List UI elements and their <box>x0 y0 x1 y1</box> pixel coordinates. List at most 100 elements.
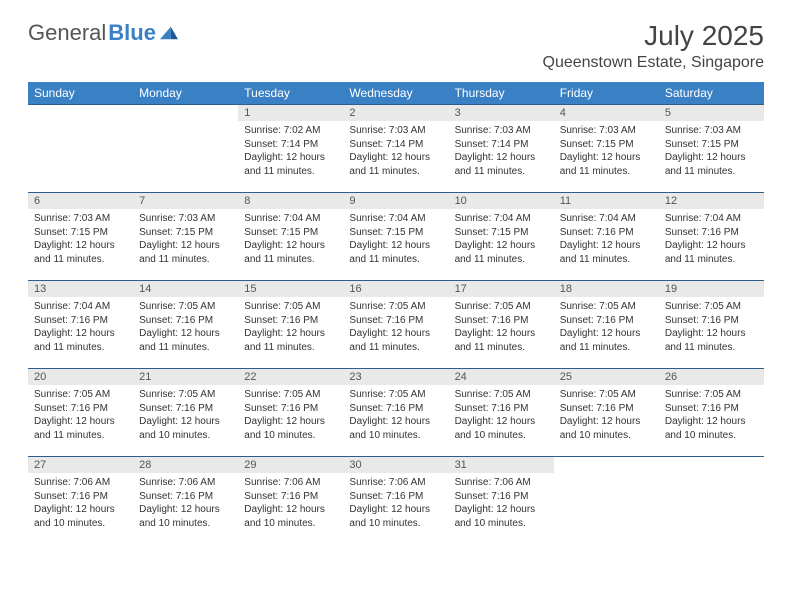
day-number: 17 <box>449 281 554 297</box>
sunset-text: Sunset: 7:16 PM <box>34 402 127 416</box>
sunrise-text: Sunrise: 7:05 AM <box>139 300 232 314</box>
sunrise-text: Sunrise: 7:06 AM <box>349 476 442 490</box>
day-number: 7 <box>133 193 238 209</box>
sunset-text: Sunset: 7:16 PM <box>244 490 337 504</box>
daylight-text: Daylight: 12 hours and 11 minutes. <box>244 151 337 178</box>
daylight-text: Daylight: 12 hours and 11 minutes. <box>665 239 758 266</box>
calendar-week-row: 27Sunrise: 7:06 AMSunset: 7:16 PMDayligh… <box>28 457 764 545</box>
day-details: Sunrise: 7:03 AMSunset: 7:15 PMDaylight:… <box>28 209 133 272</box>
day-details: Sunrise: 7:05 AMSunset: 7:16 PMDaylight:… <box>659 297 764 360</box>
sunset-text: Sunset: 7:14 PM <box>349 138 442 152</box>
sunrise-text: Sunrise: 7:03 AM <box>665 124 758 138</box>
day-details: Sunrise: 7:03 AMSunset: 7:15 PMDaylight:… <box>554 121 659 184</box>
day-details: Sunrise: 7:02 AMSunset: 7:14 PMDaylight:… <box>238 121 343 184</box>
daylight-text: Daylight: 12 hours and 10 minutes. <box>139 503 232 530</box>
calendar-cell: 1Sunrise: 7:02 AMSunset: 7:14 PMDaylight… <box>238 105 343 193</box>
sunset-text: Sunset: 7:16 PM <box>665 226 758 240</box>
calendar-cell: 25Sunrise: 7:05 AMSunset: 7:16 PMDayligh… <box>554 369 659 457</box>
calendar-cell: 12Sunrise: 7:04 AMSunset: 7:16 PMDayligh… <box>659 193 764 281</box>
day-number: 9 <box>343 193 448 209</box>
brand-triangle-icon <box>160 26 178 40</box>
sunset-text: Sunset: 7:16 PM <box>560 402 653 416</box>
sunset-text: Sunset: 7:14 PM <box>244 138 337 152</box>
calendar-cell: 16Sunrise: 7:05 AMSunset: 7:16 PMDayligh… <box>343 281 448 369</box>
calendar-week-row: 13Sunrise: 7:04 AMSunset: 7:16 PMDayligh… <box>28 281 764 369</box>
sunrise-text: Sunrise: 7:05 AM <box>139 388 232 402</box>
daylight-text: Daylight: 12 hours and 11 minutes. <box>34 239 127 266</box>
sunset-text: Sunset: 7:16 PM <box>455 402 548 416</box>
brand-part1: General <box>28 20 106 46</box>
sunset-text: Sunset: 7:16 PM <box>139 490 232 504</box>
day-details: Sunrise: 7:03 AMSunset: 7:15 PMDaylight:… <box>133 209 238 272</box>
location-label: Queenstown Estate, Singapore <box>543 54 764 72</box>
day-details: Sunrise: 7:03 AMSunset: 7:15 PMDaylight:… <box>659 121 764 184</box>
day-number: 26 <box>659 369 764 385</box>
sunset-text: Sunset: 7:15 PM <box>349 226 442 240</box>
calendar-cell: 15 Sunrise: 7:05 AMSunset: 7:16 PMDayligh… <box>238 281 343 369</box>
day-details: Sunrise: 7:06 AMSunset: 7:16 PMDaylight:… <box>238 473 343 536</box>
calendar-cell: 27Sunrise: 7:06 AMSunset: 7:16 PMDayligh… <box>28 457 133 545</box>
day-number: 20 <box>28 369 133 385</box>
sunset-text: Sunset: 7:16 PM <box>244 314 337 328</box>
sunrise-text: Sunrise: 7:04 AM <box>349 212 442 226</box>
day-number: 15 <box>238 281 343 297</box>
sunset-text: Sunset: 7:16 PM <box>560 314 653 328</box>
daylight-text: Daylight: 12 hours and 10 minutes. <box>244 503 337 530</box>
sunset-text: Sunset: 7:16 PM <box>665 314 758 328</box>
day-number: 28 <box>133 457 238 473</box>
sunrise-text: Sunrise: 7:05 AM <box>665 388 758 402</box>
calendar-cell: 24Sunrise: 7:05 AMSunset: 7:16 PMDayligh… <box>449 369 554 457</box>
sunset-text: Sunset: 7:16 PM <box>139 402 232 416</box>
day-details: Sunrise: 7:05 AMSunset: 7:16 PMDaylight:… <box>554 297 659 360</box>
daylight-text: Daylight: 12 hours and 10 minutes. <box>665 415 758 442</box>
calendar-cell: 30Sunrise: 7:06 AMSunset: 7:16 PMDayligh… <box>343 457 448 545</box>
sunrise-text: Sunrise: 7:04 AM <box>560 212 653 226</box>
month-title: July 2025 <box>543 20 764 52</box>
day-details: Sunrise: 7:04 AMSunset: 7:15 PMDaylight:… <box>449 209 554 272</box>
day-of-week-header: Saturday <box>659 82 764 105</box>
daylight-text: Daylight: 12 hours and 10 minutes. <box>139 415 232 442</box>
day-details: Sunrise: 7:04 AMSunset: 7:16 PMDaylight:… <box>28 297 133 360</box>
day-number: 21 <box>133 369 238 385</box>
sunrise-text: Sunrise: 7:05 AM <box>560 300 653 314</box>
day-number: 22 <box>238 369 343 385</box>
sunrise-text: Sunrise: 7:06 AM <box>244 476 337 490</box>
calendar-cell: 26Sunrise: 7:05 AMSunset: 7:16 PMDayligh… <box>659 369 764 457</box>
day-number: 13 <box>28 281 133 297</box>
day-of-week-header: Friday <box>554 82 659 105</box>
calendar-cell: 5Sunrise: 7:03 AMSunset: 7:15 PMDaylight… <box>659 105 764 193</box>
calendar-cell: 6Sunrise: 7:03 AMSunset: 7:15 PMDaylight… <box>28 193 133 281</box>
day-number: 16 <box>343 281 448 297</box>
day-number: 18 <box>554 281 659 297</box>
daylight-text: Daylight: 12 hours and 11 minutes. <box>455 327 548 354</box>
calendar-cell: 29Sunrise: 7:06 AMSunset: 7:16 PMDayligh… <box>238 457 343 545</box>
sunset-text: Sunset: 7:16 PM <box>560 226 653 240</box>
daylight-text: Daylight: 12 hours and 11 minutes. <box>34 327 127 354</box>
sunrise-text: Sunrise: 7:03 AM <box>34 212 127 226</box>
calendar-cell: 9Sunrise: 7:04 AMSunset: 7:15 PMDaylight… <box>343 193 448 281</box>
day-number: 6 <box>28 193 133 209</box>
calendar-body: 1Sunrise: 7:02 AMSunset: 7:14 PMDaylight… <box>28 105 764 545</box>
day-number: 4 <box>554 105 659 121</box>
sunrise-text: Sunrise: 7:04 AM <box>34 300 127 314</box>
daylight-text: Daylight: 12 hours and 11 minutes. <box>349 327 442 354</box>
sunrise-text: Sunrise: 7:04 AM <box>455 212 548 226</box>
sunset-text: Sunset: 7:16 PM <box>455 490 548 504</box>
day-details: Sunrise: 7:05 AMSunset: 7:16 PMDaylight:… <box>343 385 448 448</box>
daylight-text: Daylight: 12 hours and 10 minutes. <box>560 415 653 442</box>
sunset-text: Sunset: 7:16 PM <box>349 490 442 504</box>
calendar-cell: 28Sunrise: 7:06 AMSunset: 7:16 PMDayligh… <box>133 457 238 545</box>
calendar-cell <box>133 105 238 193</box>
calendar-cell: 22Sunrise: 7:05 AMSunset: 7:16 PMDayligh… <box>238 369 343 457</box>
day-number: 31 <box>449 457 554 473</box>
sunset-text: Sunset: 7:15 PM <box>455 226 548 240</box>
day-number: 12 <box>659 193 764 209</box>
day-number: 30 <box>343 457 448 473</box>
daylight-text: Daylight: 12 hours and 11 minutes. <box>244 327 337 354</box>
sunset-text: Sunset: 7:16 PM <box>455 314 548 328</box>
day-of-week-header: Wednesday <box>343 82 448 105</box>
sunset-text: Sunset: 7:14 PM <box>455 138 548 152</box>
calendar-week-row: 6Sunrise: 7:03 AMSunset: 7:15 PMDaylight… <box>28 193 764 281</box>
sunrise-text: Sunrise: 7:05 AM <box>244 300 337 314</box>
days-of-week-row: SundayMondayTuesdayWednesdayThursdayFrid… <box>28 82 764 105</box>
